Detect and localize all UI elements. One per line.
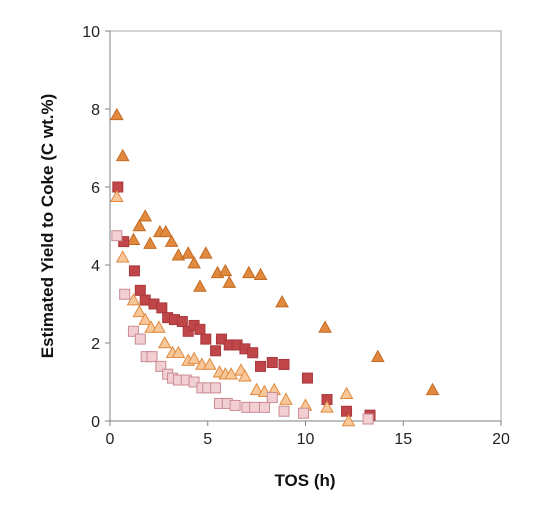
data-point-triangle <box>425 382 440 396</box>
data-point-square <box>278 405 290 417</box>
data-point-triangle <box>241 265 256 279</box>
data-point-triangle <box>115 250 130 263</box>
data-point-triangle <box>138 209 153 222</box>
data-point-triangle <box>109 107 124 121</box>
plot-area <box>109 30 502 422</box>
data-point-square <box>127 325 139 337</box>
data-point-square <box>266 357 278 368</box>
y-tick-label: 10 <box>82 24 100 41</box>
data-point-square <box>188 376 200 388</box>
y-axis-title: Estimated Yield to Coke (C wt.%) <box>38 94 57 359</box>
y-tick-label: 0 <box>91 414 100 431</box>
data-point-triangle <box>318 320 332 333</box>
data-point-square <box>119 288 131 300</box>
data-point-triangle <box>171 248 186 261</box>
data-point-square <box>134 284 146 296</box>
data-point-square <box>200 333 212 345</box>
tick-marks <box>105 30 502 426</box>
data-point-triangle <box>238 369 252 382</box>
data-point-triangle <box>109 189 124 203</box>
series-2 <box>112 181 376 421</box>
x-tick-label: 20 <box>492 431 510 448</box>
data-point-triangle <box>143 236 157 249</box>
data-point-square <box>258 401 270 413</box>
x-axis-title: TOS (h) <box>274 471 335 490</box>
series-4 <box>111 230 374 425</box>
data-point-triangle <box>126 232 141 245</box>
tick-labels: 0 5 10 15 20 0 2 4 6 8 10 <box>82 24 510 448</box>
data-point-triangle <box>115 148 130 162</box>
data-point-triangle <box>187 351 201 364</box>
data-point-square <box>278 358 290 370</box>
data-point-triangle <box>126 293 141 306</box>
data-point-square <box>229 399 241 411</box>
data-point-triangle <box>164 234 179 247</box>
data-point-square <box>210 382 222 394</box>
data-point-square <box>156 302 168 314</box>
x-tick-label: 0 <box>106 431 115 448</box>
data-series <box>109 107 440 427</box>
data-point-square <box>249 401 261 413</box>
data-point-square <box>266 392 278 404</box>
data-point-triangle <box>157 335 172 349</box>
data-point-triangle <box>198 246 213 259</box>
y-tick-label: 8 <box>91 102 100 119</box>
data-point-triangle <box>132 218 147 232</box>
series-3 <box>109 189 356 427</box>
data-point-triangle <box>152 320 166 333</box>
data-point-square <box>146 351 158 363</box>
data-point-triangle <box>181 246 196 259</box>
y-tick-label: 2 <box>91 336 100 353</box>
data-point-square <box>118 236 130 248</box>
data-point-triangle <box>193 279 207 292</box>
data-point-triangle <box>224 367 239 380</box>
data-point-triangle <box>253 267 268 281</box>
data-point-triangle <box>202 357 217 370</box>
data-point-square <box>255 360 267 372</box>
data-point-triangle <box>132 304 147 318</box>
data-point-triangle <box>249 382 264 396</box>
x-tick-label: 15 <box>394 431 412 448</box>
data-point-square <box>128 265 140 277</box>
data-point-triangle <box>218 263 233 277</box>
data-point-square <box>362 413 374 425</box>
data-point-square <box>112 181 124 193</box>
data-point-square <box>298 407 310 419</box>
data-point-square <box>155 360 167 372</box>
data-point-square <box>194 323 206 335</box>
data-point-triangle <box>275 295 289 308</box>
data-point-triangle <box>187 256 201 269</box>
data-point-triangle <box>138 312 153 325</box>
data-point-square <box>247 347 259 359</box>
data-point-square <box>301 372 313 384</box>
y-tick-label: 6 <box>91 180 100 197</box>
data-point-square <box>215 333 227 345</box>
x-tick-label: 10 <box>297 431 315 448</box>
data-point-triangle <box>320 400 334 413</box>
data-point-triangle <box>339 386 354 399</box>
data-point-square <box>210 345 222 357</box>
data-point-triangle <box>158 224 173 238</box>
data-point-square <box>111 230 123 242</box>
data-point-square <box>134 333 146 345</box>
data-point-triangle <box>279 392 293 405</box>
data-point-square <box>182 325 194 337</box>
y-tick-label: 4 <box>91 258 100 275</box>
x-tick-label: 5 <box>203 431 212 448</box>
data-point-triangle <box>341 413 356 427</box>
data-point-triangle <box>370 349 385 362</box>
data-point-triangle <box>222 275 237 288</box>
series-1 <box>109 107 440 396</box>
data-point-triangle <box>171 345 186 359</box>
data-point-square <box>341 405 353 417</box>
data-point-square <box>176 316 188 328</box>
